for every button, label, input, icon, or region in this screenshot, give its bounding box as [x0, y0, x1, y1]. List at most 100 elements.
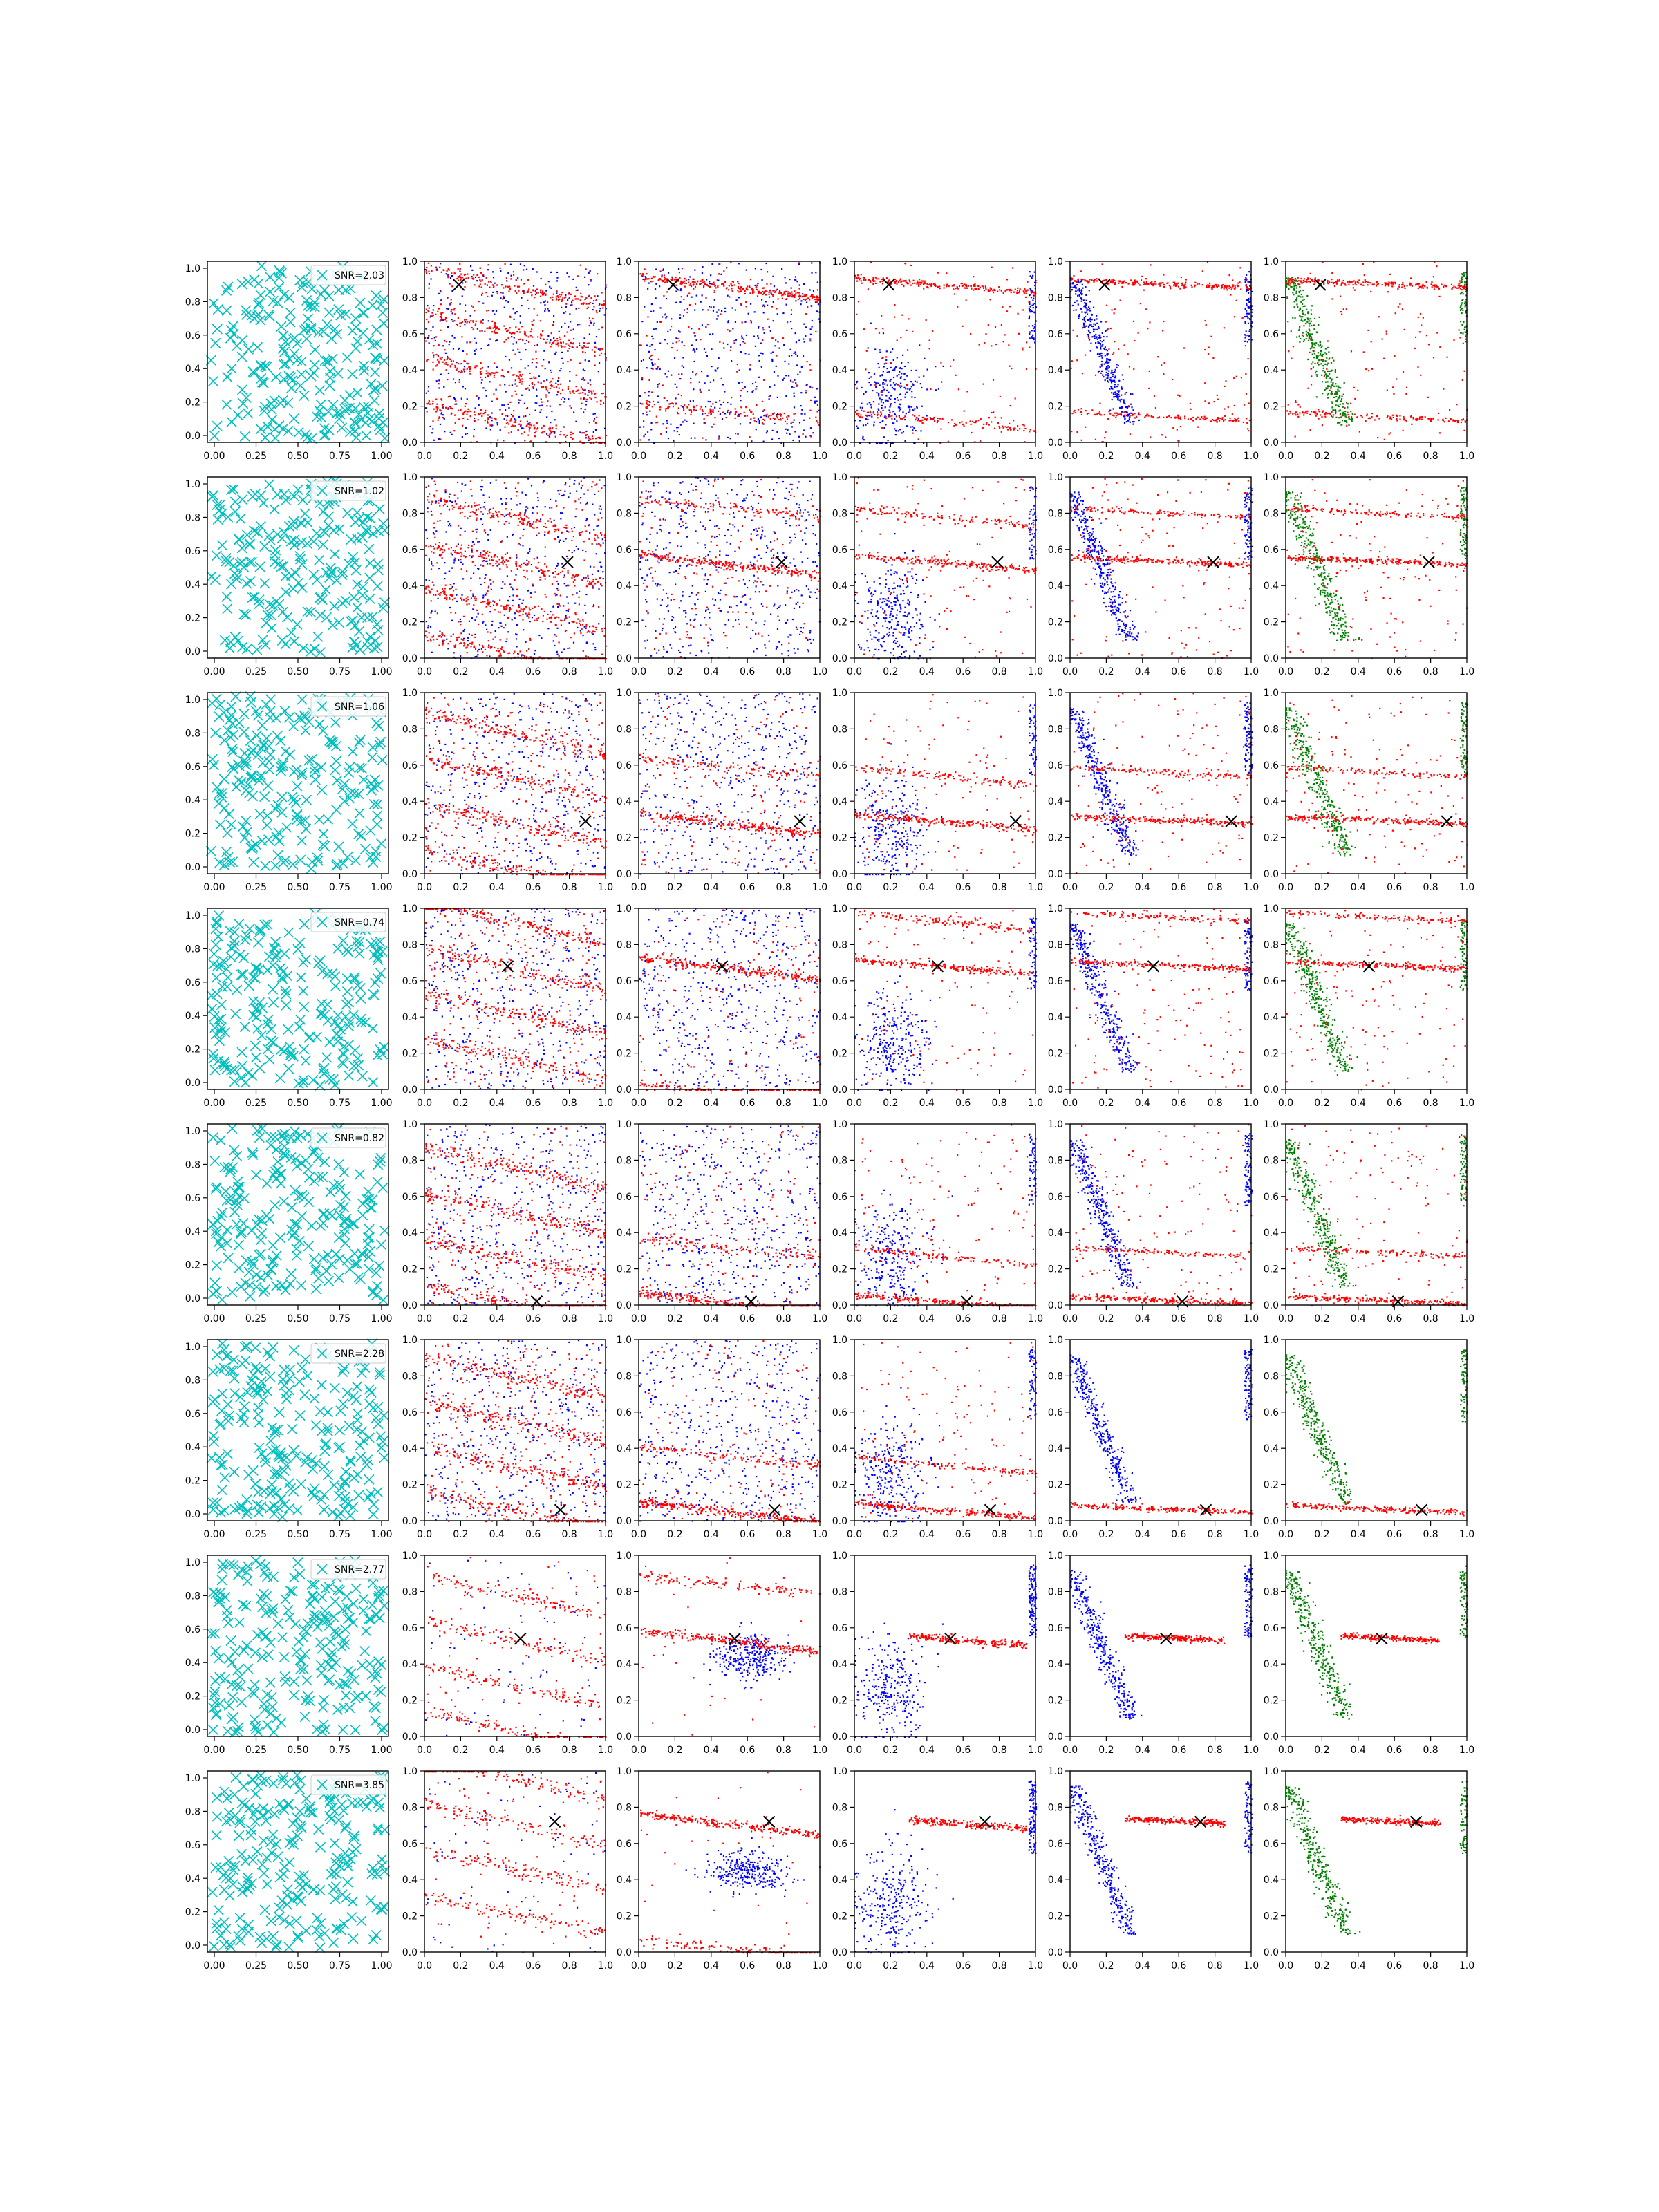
red-point [973, 276, 974, 277]
blue-point [556, 292, 557, 294]
blue-point [811, 305, 812, 306]
cyan-x-marker [328, 400, 338, 410]
blue-point [865, 418, 867, 420]
red-point [795, 413, 796, 414]
red-point [693, 283, 694, 285]
red-point [1015, 397, 1016, 399]
blue-point [447, 326, 449, 328]
red-point [494, 375, 495, 376]
red-point [756, 404, 757, 406]
red-point [774, 290, 775, 291]
red-point [480, 268, 481, 269]
red-point [980, 440, 981, 442]
red-point [1013, 420, 1014, 421]
red-point [601, 327, 603, 328]
blue-point [906, 413, 907, 414]
blue-point [655, 269, 657, 270]
red-point [800, 295, 801, 297]
red-point [780, 415, 781, 417]
red-point [494, 324, 496, 326]
red-point [1026, 290, 1027, 291]
blue-point [485, 377, 486, 378]
red-point [509, 317, 511, 318]
blue-point [814, 402, 816, 404]
blue-point [1247, 281, 1248, 282]
blue-point [912, 426, 913, 427]
blue-point [534, 410, 536, 411]
red-point [1231, 287, 1232, 288]
red-point [796, 384, 798, 386]
blue-point [1102, 332, 1103, 334]
red-point [583, 379, 585, 381]
blue-point [510, 264, 512, 265]
red-point [698, 328, 700, 330]
red-point [509, 288, 511, 290]
red-point [545, 342, 547, 344]
red-point [558, 297, 559, 298]
red-point [816, 299, 818, 300]
blue-point [709, 306, 710, 307]
red-point [997, 422, 999, 424]
red-point [861, 410, 862, 411]
blue-point [1032, 275, 1033, 276]
blue-point [659, 285, 660, 287]
red-point [453, 309, 455, 310]
y-tick-label: 0.6 [832, 329, 847, 340]
red-point [440, 398, 442, 400]
blue-point [563, 426, 565, 427]
red-point [684, 278, 685, 279]
blue-point [433, 305, 434, 306]
red-point [1009, 290, 1011, 291]
red-point [516, 385, 517, 386]
blue-point [909, 410, 910, 411]
blue-point [904, 366, 906, 367]
red-point [577, 275, 579, 276]
blue-point [550, 422, 551, 423]
blue-point [505, 409, 506, 411]
red-point [552, 342, 554, 344]
blue-point [545, 368, 546, 369]
red-point [569, 391, 570, 392]
blue-point [516, 341, 517, 343]
red-point [772, 413, 774, 415]
blue-point [520, 315, 521, 317]
red-point [584, 398, 585, 400]
red-point [876, 278, 877, 279]
blue-point [428, 386, 429, 387]
red-point [430, 330, 431, 331]
red-point [588, 392, 590, 393]
blue-point [776, 366, 777, 367]
blue-point [754, 285, 756, 286]
red-point [478, 285, 480, 287]
blue-point [585, 404, 587, 405]
red-point [908, 283, 909, 284]
blue-point [695, 410, 697, 411]
red-point [870, 262, 872, 263]
blue-point [573, 411, 574, 413]
red-point [786, 416, 787, 418]
blue-point [674, 430, 675, 431]
x-tick-label: 0.0 [847, 451, 862, 462]
cyan-x-marker [326, 366, 335, 376]
blue-point [805, 392, 807, 393]
red-point [1213, 285, 1215, 287]
blue-point [909, 409, 910, 410]
blue-point [440, 299, 442, 301]
blue-point [1098, 337, 1099, 339]
blue-point [520, 322, 521, 324]
red-point [665, 313, 666, 315]
blue-point [773, 301, 774, 303]
x-tick-label: 0.2 [453, 451, 468, 462]
blue-point [1031, 297, 1032, 298]
red-point [509, 327, 511, 328]
red-point [737, 290, 738, 291]
blue-point [1103, 336, 1104, 337]
red-point [1091, 279, 1092, 281]
blue-point [771, 360, 773, 362]
blue-point [520, 263, 521, 265]
blue-point [1249, 318, 1250, 319]
blue-point [427, 305, 428, 306]
blue-point [723, 347, 724, 348]
blue-point [761, 299, 762, 301]
blue-point [551, 411, 552, 412]
